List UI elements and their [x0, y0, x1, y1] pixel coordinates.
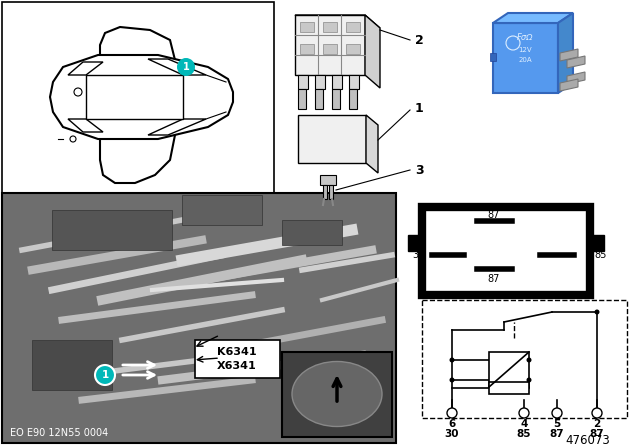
Bar [332, 89, 340, 109]
Bar [422, 207, 590, 295]
Text: K6341: K6341 [217, 347, 257, 357]
Circle shape [592, 408, 602, 418]
Text: 85: 85 [594, 250, 606, 260]
Bar [300, 22, 314, 32]
Bar [422, 300, 627, 418]
Text: 87: 87 [589, 429, 604, 439]
Bar [298, 89, 306, 109]
Bar [320, 175, 336, 185]
Bar [323, 44, 337, 54]
Text: 20A: 20A [518, 57, 532, 63]
Circle shape [449, 378, 454, 383]
Bar [489, 352, 529, 387]
Bar [282, 220, 342, 245]
Text: 5: 5 [554, 419, 561, 429]
Bar [349, 75, 359, 89]
Polygon shape [295, 15, 365, 75]
Ellipse shape [292, 362, 382, 426]
Polygon shape [148, 119, 206, 135]
Bar [2, 193, 396, 443]
Bar [349, 89, 357, 109]
Bar [489, 382, 529, 394]
Bar [408, 235, 422, 251]
Polygon shape [560, 79, 578, 91]
Circle shape [519, 408, 529, 418]
Polygon shape [366, 115, 378, 173]
Polygon shape [493, 23, 558, 93]
Polygon shape [558, 13, 573, 93]
Polygon shape [567, 72, 585, 84]
Text: 87: 87 [488, 274, 500, 284]
Bar [32, 340, 112, 390]
Text: 1: 1 [182, 62, 189, 72]
Circle shape [177, 58, 195, 76]
Bar [300, 44, 314, 54]
Polygon shape [560, 49, 578, 61]
Bar [282, 352, 392, 437]
Text: 476073: 476073 [565, 434, 610, 447]
Text: FσΩ: FσΩ [516, 34, 533, 43]
Bar [315, 89, 323, 109]
Text: 6: 6 [449, 419, 456, 429]
Text: EO E90 12N55 0004: EO E90 12N55 0004 [10, 428, 108, 438]
Polygon shape [295, 15, 380, 28]
Bar [298, 115, 366, 163]
Bar [490, 53, 496, 61]
Text: 1: 1 [415, 102, 424, 115]
Bar [182, 195, 262, 225]
Polygon shape [50, 55, 233, 139]
Bar [298, 75, 308, 89]
Circle shape [95, 365, 115, 385]
Text: 1: 1 [101, 370, 109, 380]
Polygon shape [86, 75, 183, 119]
Polygon shape [567, 56, 585, 68]
Polygon shape [148, 59, 206, 75]
Text: 87: 87 [488, 210, 500, 220]
Bar [52, 210, 172, 250]
Text: 3: 3 [415, 164, 424, 177]
Text: 2: 2 [593, 419, 600, 429]
Polygon shape [100, 27, 175, 183]
Bar [332, 75, 342, 89]
Bar [315, 75, 325, 89]
Text: 30: 30 [445, 429, 460, 439]
Polygon shape [68, 119, 103, 132]
Polygon shape [365, 15, 380, 88]
Polygon shape [68, 62, 103, 75]
Bar [195, 340, 280, 378]
Circle shape [527, 378, 531, 383]
Bar [323, 185, 327, 199]
Bar [590, 235, 604, 251]
Text: X6341: X6341 [217, 361, 257, 371]
Circle shape [447, 408, 457, 418]
Bar [346, 44, 360, 54]
Circle shape [527, 358, 531, 362]
Circle shape [552, 408, 562, 418]
Bar [2, 2, 274, 194]
Text: 85: 85 [516, 429, 531, 439]
Polygon shape [493, 13, 573, 23]
Circle shape [70, 136, 76, 142]
Text: 12V: 12V [518, 47, 532, 53]
Bar [329, 185, 333, 199]
Circle shape [449, 358, 454, 362]
Text: 30: 30 [413, 250, 425, 260]
Circle shape [74, 88, 82, 96]
Text: 4: 4 [520, 419, 528, 429]
Circle shape [595, 310, 600, 314]
Bar [346, 22, 360, 32]
Text: 87: 87 [550, 429, 564, 439]
Bar [323, 22, 337, 32]
Text: 2: 2 [415, 34, 424, 47]
